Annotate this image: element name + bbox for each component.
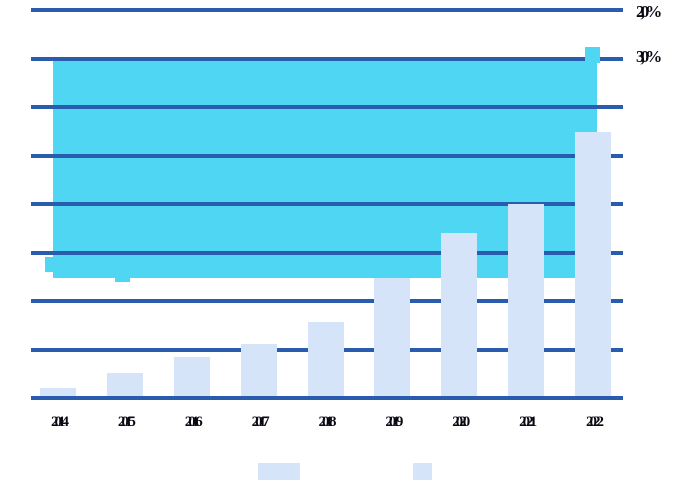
bar-2019 (374, 277, 411, 398)
bar-2018 (307, 322, 344, 398)
x-label-2022: 2022 (586, 414, 604, 430)
band-notch-left (45, 257, 55, 272)
bar-2017 (240, 343, 277, 398)
legend-swatch-2 (413, 463, 432, 480)
x-label-2018: 2018 (318, 414, 337, 430)
right-value-label-1: 3,0% (636, 47, 662, 66)
x-label-2020: 2020 (452, 414, 470, 430)
bar-2020 (441, 233, 478, 398)
band-notch-bottom (115, 277, 130, 282)
gridline-8 (31, 396, 623, 400)
bar-2021 (508, 204, 545, 398)
bar-2015 (106, 372, 143, 398)
gridline-4 (31, 202, 623, 206)
x-label-2016: 2016 (184, 414, 203, 430)
bar-2016 (173, 357, 210, 398)
gridline-0 (31, 8, 623, 12)
bar-2022 (575, 132, 611, 398)
band-peak-square (585, 47, 600, 63)
gridline-3 (31, 153, 623, 158)
x-label-2014: 2014 (51, 414, 69, 430)
gridline-1 (31, 56, 623, 61)
x-label-2015: 2015 (117, 414, 136, 430)
x-label-2019: 2019 (385, 414, 403, 430)
legend-swatch-1 (258, 463, 300, 480)
x-label-2021: 2021 (519, 414, 537, 430)
gridline-2 (31, 105, 623, 109)
highlight-band (53, 58, 597, 278)
gridline-5 (31, 250, 623, 255)
bar-2014 (40, 388, 76, 398)
right-value-label-0: 2,0% (636, 2, 662, 21)
gridline-6 (31, 299, 623, 303)
x-label-2017: 2017 (251, 414, 270, 430)
